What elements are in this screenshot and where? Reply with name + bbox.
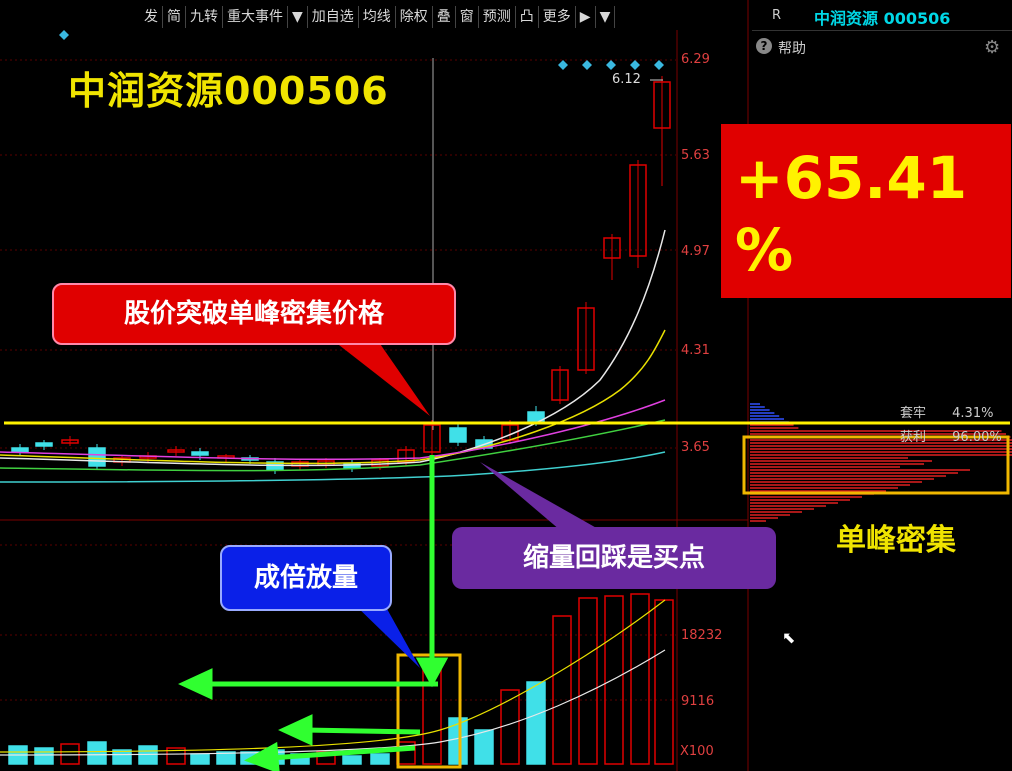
toolbar-item-0[interactable]: 发: [140, 6, 163, 28]
cost-value-1: 4.31%: [952, 406, 994, 421]
toolbar-item-8[interactable]: 叠: [433, 6, 456, 28]
volume-bar: [60, 743, 80, 765]
volume-bar: [370, 753, 390, 765]
candle-body: [423, 424, 441, 453]
annotation-title: 中润资源000506: [68, 69, 389, 113]
candle-body: [35, 442, 53, 447]
candle-body: [629, 164, 647, 257]
toolbar-item-5[interactable]: 加自选: [308, 6, 359, 28]
cost-value-2: 96.00%: [952, 430, 1002, 445]
max-price-marker: 6.12: [612, 72, 641, 87]
cost-label-1: 套牢: [900, 406, 927, 421]
gain-value: +65.41: [735, 144, 968, 212]
help-label[interactable]: 帮助: [778, 41, 806, 57]
toolbar-item-14[interactable]: ▼: [596, 6, 616, 28]
toolbar-item-13[interactable]: ▶: [576, 6, 596, 28]
cost-row-2: 获利 96.00%: [900, 426, 1002, 445]
candle-body: [191, 451, 209, 456]
candle-body: [603, 237, 621, 259]
chart-toolbar: 发简九转 重大事件 ▼ 加自选 均线 除权叠窗预测凸更多 ▶ ▼: [140, 4, 616, 30]
callout-purple-tail: [480, 462, 600, 530]
ma-line-magenta: [0, 399, 666, 461]
vol-ma-yellow: [0, 599, 666, 753]
volume-bar: [500, 689, 520, 765]
candle-body: [167, 449, 185, 453]
price-label-3: 4.97: [681, 244, 710, 259]
single-peak-label: 单峰密集: [836, 523, 956, 558]
callout-pullback: 缩量回踩是买点: [452, 527, 776, 589]
volume-bar: [190, 753, 210, 765]
candle-body: [88, 447, 106, 467]
ma-line-white: [0, 229, 666, 467]
toolbar-item-7[interactable]: 除权: [396, 6, 433, 28]
callout-red-tail: [330, 338, 430, 416]
candle-body: [577, 307, 595, 371]
gain-box: +65.41 %: [721, 124, 1011, 298]
volume-frame: [396, 653, 462, 769]
volume-bar: [448, 717, 468, 765]
candle-body: [551, 369, 569, 401]
toolbar-item-11[interactable]: 凸: [516, 6, 539, 28]
volume-unit: X100: [680, 744, 714, 759]
candle-body: [653, 81, 671, 129]
toolbar-item-6[interactable]: 均线: [359, 6, 396, 28]
volume-bar: [654, 599, 674, 765]
cost-label-2: 获利: [900, 430, 927, 445]
candlesticks: [11, 76, 671, 474]
volume-bar: [526, 681, 546, 765]
mouse-cursor-icon: ⬉: [782, 628, 796, 647]
volume-bar: [166, 747, 186, 765]
ma-line-cyan: [0, 451, 666, 483]
volume-bar: [578, 597, 598, 765]
toolbar-item-2[interactable]: 九转: [186, 6, 223, 28]
volume-bar: [34, 747, 54, 765]
candle-body: [11, 447, 29, 453]
gain-unit: %: [735, 216, 794, 284]
candle-body: [61, 439, 79, 444]
volume-label-2: 9116: [681, 694, 715, 709]
volume-bars: [8, 593, 674, 765]
help-row[interactable]: ? 帮助 ⚙: [752, 34, 1012, 58]
volume-bar: [604, 595, 624, 765]
candle-body: [449, 427, 467, 443]
help-icon[interactable]: ?: [756, 38, 772, 54]
cost-row-1: 套牢 4.31%: [900, 402, 993, 421]
volume-bar: [87, 741, 107, 765]
toolbar-item-4[interactable]: ▼: [288, 6, 308, 28]
price-label-4: 4.31: [681, 343, 710, 358]
toolbar-item-9[interactable]: 窗: [456, 6, 479, 28]
vol-ma-white: [0, 649, 666, 756]
callout-blue-tail: [350, 600, 420, 668]
volume-label-1: 18232: [681, 628, 723, 643]
chip-distribution: [750, 403, 1012, 522]
gear-icon[interactable]: ⚙: [984, 37, 1001, 58]
right-panel-header: R 中润资源 000506: [752, 0, 1012, 31]
callout-volume: 成倍放量: [220, 545, 392, 611]
peak-frame: [742, 435, 1010, 495]
price-label-5: 3.65: [681, 440, 710, 455]
volume-bar: [216, 751, 236, 765]
toolbar-item-10[interactable]: 预测: [479, 6, 516, 28]
ma-line-green: [0, 419, 666, 472]
volume-bar: [630, 593, 650, 765]
candle-body: [397, 449, 415, 463]
stock-title: 中润资源 000506: [814, 9, 951, 28]
volume-bar: [552, 615, 572, 765]
r-mark: R: [772, 8, 782, 23]
toolbar-item-1[interactable]: 简: [163, 6, 186, 28]
volume-bar: [474, 729, 494, 765]
price-label-1: 6.29: [681, 52, 710, 67]
volume-bar: [342, 755, 362, 765]
volume-bar: [112, 749, 132, 765]
callout-breakout: 股价突破单峰密集价格: [52, 283, 456, 345]
ma-line-yellow: [0, 329, 666, 465]
toolbar-item-3[interactable]: 重大事件: [223, 6, 288, 28]
price-label-2: 5.63: [681, 148, 710, 163]
toolbar-item-12[interactable]: 更多: [539, 6, 576, 28]
